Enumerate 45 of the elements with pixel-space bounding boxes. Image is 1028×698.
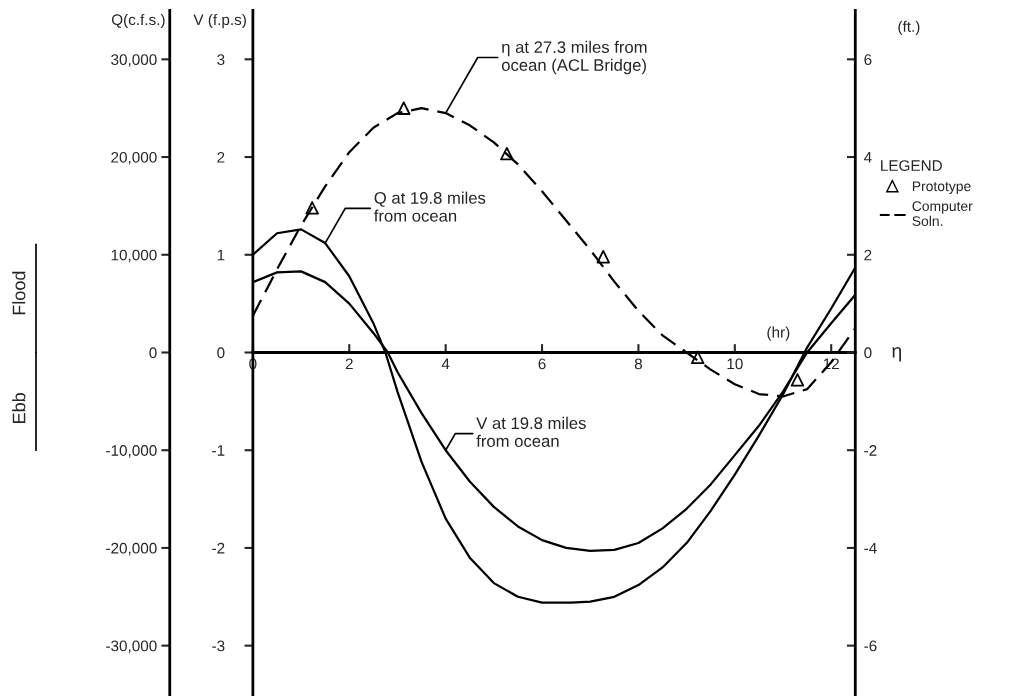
y3-tick-label: 20,000 xyxy=(111,151,157,165)
point xyxy=(305,201,319,215)
y3-tick-label: -20,000 xyxy=(106,542,157,556)
x-tick-label: 2 xyxy=(345,358,353,370)
y3-tick-label: -10,000 xyxy=(106,445,157,458)
legend-label: V at 19.8 miles from ocean xyxy=(476,416,586,447)
x-axis-title: (hr) xyxy=(767,326,790,341)
y2-tick-label: 6 xyxy=(864,54,872,66)
text: Computer Soln. xyxy=(912,201,973,227)
legend-title: LEGEND xyxy=(881,160,942,171)
y3-tick-label: 10,000 xyxy=(111,249,157,263)
y-tick-label: 0 xyxy=(217,347,225,359)
y-tick-label: 3 xyxy=(217,54,225,66)
y2-tick-label: -6 xyxy=(864,640,877,652)
y2-axis-title: (ft.) xyxy=(898,20,920,35)
text: η at 27.3 miles from ocean (ACL Bridge) xyxy=(501,40,647,75)
text: Flood xyxy=(12,271,26,315)
y-axis-title: V (f.p.s) xyxy=(193,13,246,29)
y3-axis-title: Q(c.f.s.) xyxy=(111,13,165,29)
x-tick-label: 10 xyxy=(727,358,743,370)
y3-tick-label: 0 xyxy=(149,347,157,359)
point xyxy=(500,146,514,161)
y2-tick-label: 0 xyxy=(864,347,872,359)
point xyxy=(690,350,705,365)
text: η xyxy=(892,347,901,362)
x-tick-label: 6 xyxy=(538,358,546,370)
y-tick-label: -1 xyxy=(212,445,225,456)
legend-label: Prototype xyxy=(912,181,971,194)
text: Ebb xyxy=(12,393,26,423)
y2-tick-label: -4 xyxy=(864,542,877,554)
y2-tick-label: -2 xyxy=(864,445,877,456)
y3-tick-label: 30,000 xyxy=(111,54,157,67)
y-tick-label: 2 xyxy=(217,151,225,163)
point xyxy=(596,250,610,264)
point xyxy=(790,373,805,387)
y-tick-label: -2 xyxy=(212,542,225,554)
x-tick-label: 8 xyxy=(634,358,643,370)
x-tick-label: 4 xyxy=(441,358,450,370)
y-tick-label: 1 xyxy=(217,249,225,261)
y-tick-label: -3 xyxy=(212,640,225,652)
y2-tick-label: 2 xyxy=(864,249,872,261)
point xyxy=(397,101,411,115)
y3-tick-label: -30,000 xyxy=(106,640,157,654)
text: Q at 19.8 miles from ocean xyxy=(374,191,486,222)
y2-tick-label: 4 xyxy=(863,152,872,163)
